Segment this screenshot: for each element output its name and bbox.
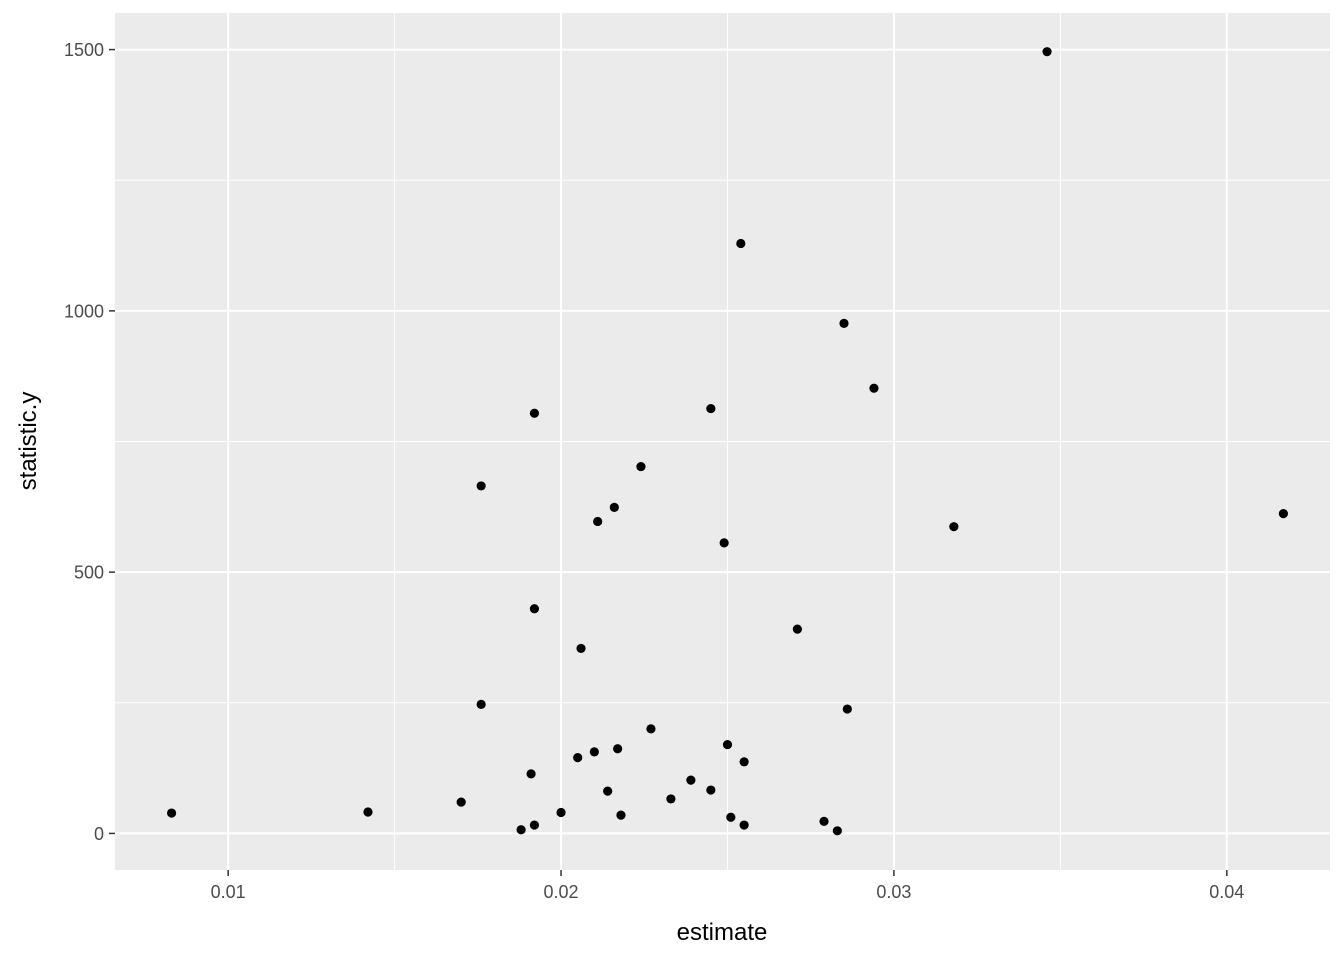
data-point <box>363 807 373 817</box>
x-tick-label: 0.02 <box>544 882 579 902</box>
data-points <box>166 47 1288 836</box>
data-point <box>456 797 466 807</box>
data-point <box>706 785 716 795</box>
data-point <box>1278 509 1288 519</box>
x-axis-title: estimate <box>677 919 768 946</box>
data-point <box>722 739 733 750</box>
data-point <box>726 812 736 822</box>
data-point <box>706 403 716 414</box>
data-point <box>869 383 879 393</box>
data-point <box>666 794 676 804</box>
minor-gridlines <box>115 13 1330 870</box>
data-point <box>686 775 696 785</box>
data-point <box>556 807 566 818</box>
data-point <box>576 643 586 654</box>
data-point <box>529 408 540 418</box>
data-point <box>949 522 959 532</box>
data-point <box>476 481 486 491</box>
data-point <box>613 744 623 754</box>
data-point <box>646 724 656 734</box>
data-point <box>636 461 646 472</box>
data-point <box>839 318 849 329</box>
data-point <box>832 826 842 836</box>
x-tick-label: 0.04 <box>1209 882 1244 902</box>
x-tick-label: 0.01 <box>211 882 246 902</box>
y-tick-label: 0 <box>94 824 104 844</box>
data-point <box>516 825 526 835</box>
data-point <box>792 624 802 634</box>
data-point <box>593 516 603 527</box>
y-tick-label: 500 <box>74 563 104 583</box>
data-point <box>166 808 177 818</box>
data-point <box>609 502 619 512</box>
data-point <box>526 769 536 779</box>
major-gridlines <box>115 13 1330 870</box>
y-axis-title: statistic.y <box>15 392 42 491</box>
x-axis: 0.01 0.02 0.03 0.04 <box>211 870 1244 902</box>
data-point <box>603 786 613 796</box>
y-axis: 0 500 1000 1500 <box>64 40 115 844</box>
data-point <box>819 816 829 827</box>
x-tick-label: 0.03 <box>876 882 911 902</box>
data-point <box>739 820 749 830</box>
data-point <box>1042 47 1052 57</box>
data-point <box>719 538 729 548</box>
data-point <box>736 238 746 249</box>
data-point <box>739 757 749 767</box>
data-point <box>573 753 583 763</box>
y-tick-label: 1000 <box>64 301 104 321</box>
data-point <box>529 604 540 614</box>
data-point <box>589 747 599 757</box>
data-point <box>616 810 626 820</box>
data-point <box>476 699 486 709</box>
data-point <box>842 704 852 714</box>
y-tick-label: 1500 <box>64 40 104 60</box>
data-point <box>529 820 540 830</box>
